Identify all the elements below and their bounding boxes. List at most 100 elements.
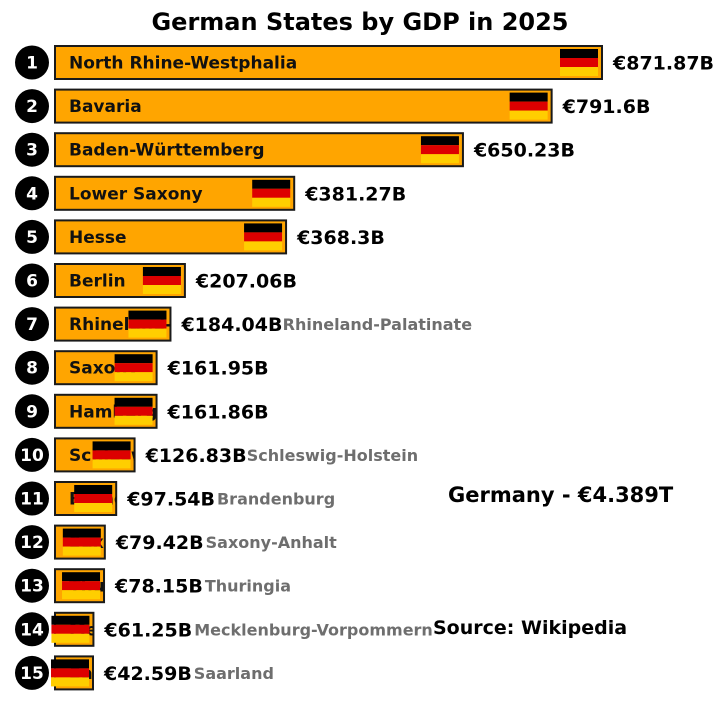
bar-value-label: €368.3B xyxy=(296,227,385,249)
rank-number: 11 xyxy=(20,490,44,510)
bar-row: 14 Mecklenburg-Vorpommern€61.25B Mecklenbu… xyxy=(15,611,433,647)
bar-value-label: €184.04B xyxy=(180,314,282,336)
germany-flag-icon xyxy=(142,267,181,294)
flag-stripe-red xyxy=(92,450,131,460)
rank-number: 2 xyxy=(26,97,38,117)
bar-state-label: North Rhine-Westphalia xyxy=(69,54,297,74)
flag-stripe-black xyxy=(62,528,101,538)
rank-circle xyxy=(15,437,49,472)
germany-flag-icon xyxy=(92,441,131,469)
flag-stripe-red xyxy=(114,406,153,416)
bar-row: 13 Thuringia€78.15B Thuringia xyxy=(15,568,291,604)
flag-stripe-red xyxy=(62,581,101,591)
flag-stripe-gold xyxy=(114,372,153,382)
flag-stripe-black xyxy=(62,572,101,582)
flag-stripe-black xyxy=(51,615,90,625)
germany-flag-icon xyxy=(62,528,101,556)
bar-inner: North Rhine-Westphalia xyxy=(69,54,297,74)
bar-inner: Berlin xyxy=(69,272,126,292)
rank-circle xyxy=(15,525,49,560)
bar-inner: Baden-Württemberg xyxy=(69,141,265,161)
flag-stripe-gold xyxy=(62,546,101,556)
bar-value-label: €650.23B xyxy=(473,140,575,162)
bar-value-label: €161.95B xyxy=(167,358,269,380)
bar-inner: Hesse xyxy=(69,228,127,248)
flag-stripe-red xyxy=(114,363,153,373)
flag-stripe-gold xyxy=(51,633,90,643)
flag-stripe-gold xyxy=(92,459,131,469)
flag-stripe-gold xyxy=(128,328,167,338)
rank-number: 13 xyxy=(20,577,44,597)
bar-row: 6 Berlin €207.06B xyxy=(15,263,297,298)
bar-inner: Lower Saxony xyxy=(69,184,203,204)
flag-stripe-black xyxy=(560,49,598,58)
outside-state-label: Rhineland-Palatinate xyxy=(283,315,473,334)
rank-circle xyxy=(15,176,49,211)
germany-flag-icon xyxy=(51,615,90,643)
rank-number: 4 xyxy=(26,184,38,204)
rank-circle xyxy=(15,307,49,342)
rank-number: 1 xyxy=(26,54,38,74)
flag-stripe-red xyxy=(51,624,90,634)
bar-value-label: €161.86B xyxy=(167,401,269,423)
bar-state-label: Baden-Württemberg xyxy=(69,141,265,161)
bar-value-label: €61.25B xyxy=(103,619,192,641)
outside-state-label: Thuringia xyxy=(205,577,291,596)
bar-value-label: €207.06B xyxy=(195,271,297,293)
rank-number: 9 xyxy=(26,402,38,422)
bar-state-label: Lower Saxony xyxy=(69,184,203,204)
chart-rows: 1 North Rhine-Westphalia €871.87B 2 Bavaria €… xyxy=(15,45,714,691)
bar-row: 7 Rhineland-Palatinate€184.04B Rhineland-P… xyxy=(15,306,473,342)
germany-flag-icon xyxy=(62,572,101,600)
germany-flag-icon xyxy=(252,179,291,207)
flag-stripe-red xyxy=(509,101,548,111)
flag-stripe-red xyxy=(420,145,459,155)
rank-circle xyxy=(15,219,49,254)
flag-stripe-black xyxy=(114,397,153,407)
bar-row: 8 Saxony €161.95B xyxy=(15,350,269,386)
bar-value-label: €97.54B xyxy=(126,489,215,511)
flag-stripe-red xyxy=(74,494,113,503)
bar-value-label: €871.87B xyxy=(612,53,714,75)
germany-flag-icon xyxy=(114,397,153,425)
outside-state-label: Saxony-Anhalt xyxy=(206,533,338,552)
rank-number: 6 xyxy=(26,272,38,292)
flag-stripe-red xyxy=(142,276,181,285)
flag-stripe-gold xyxy=(560,67,598,76)
bar-inner: Bavaria xyxy=(69,97,142,117)
source-label: Source: Wikipedia xyxy=(433,617,628,639)
flag-stripe-gold xyxy=(244,241,283,251)
bar xyxy=(54,88,553,124)
outside-state-label: Schleswig-Holstein xyxy=(247,446,418,465)
rank-circle xyxy=(15,394,49,429)
bar-row: 1 North Rhine-Westphalia €871.87B xyxy=(15,45,714,80)
bar-value-label: €42.59B xyxy=(103,663,192,685)
germany-total-label: Germany - €4.389T xyxy=(448,483,674,507)
rank-number: 14 xyxy=(20,620,44,640)
bar xyxy=(54,45,603,80)
rank-number: 8 xyxy=(26,359,38,379)
rank-circle xyxy=(15,612,49,647)
flag-stripe-black xyxy=(128,310,167,320)
flag-stripe-gold xyxy=(74,503,113,512)
rank-number: 5 xyxy=(26,228,38,248)
bar-state-label: Hesse xyxy=(69,228,127,248)
germany-flag-icon xyxy=(114,354,153,382)
flag-stripe-red xyxy=(128,319,167,329)
flag-stripe-gold xyxy=(62,590,101,600)
flag-stripe-red xyxy=(51,668,89,678)
flag-stripe-gold xyxy=(51,677,89,687)
flag-stripe-red xyxy=(244,232,283,242)
flag-stripe-gold xyxy=(252,197,291,207)
outside-state-label: Mecklenburg-Vorpommern xyxy=(194,620,433,639)
flag-stripe-black xyxy=(252,179,291,189)
bar-row: 4 Lower Saxony €381.27B xyxy=(15,175,406,211)
flag-stripe-gold xyxy=(420,154,459,164)
flag-stripe-black xyxy=(92,441,131,451)
chart-title: German States by GDP in 2025 xyxy=(151,8,568,36)
germany-flag-icon xyxy=(74,485,113,512)
rank-number: 7 xyxy=(26,315,38,335)
rank-circle xyxy=(15,568,49,603)
bar xyxy=(54,132,464,168)
